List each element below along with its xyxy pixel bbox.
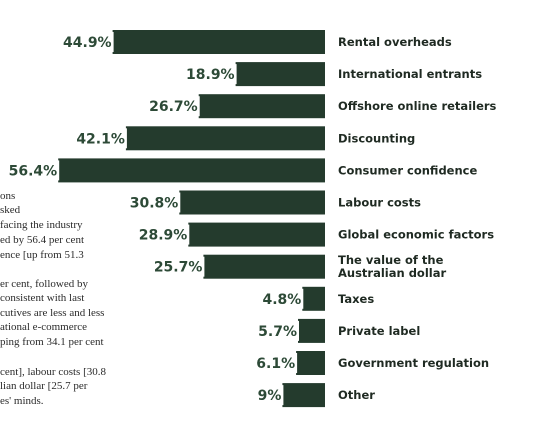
category-label-line: Labour costs: [338, 196, 421, 210]
value-label: 44.9%: [63, 35, 112, 51]
value-label-background: [265, 288, 304, 309]
category-label: Private label: [338, 324, 420, 338]
category-label-line: Private label: [338, 324, 420, 338]
value-label: 26.7%: [149, 99, 198, 115]
category-label-line: Australian dollar: [338, 266, 446, 280]
value-label: 9%: [258, 388, 282, 404]
category-label-line: Taxes: [338, 292, 374, 306]
category-label: Offshore online retailers: [338, 99, 497, 113]
value-label: 30.8%: [130, 196, 179, 212]
category-label: Consumer confidence: [338, 163, 477, 177]
bar: [179, 190, 325, 215]
category-label-line: Other: [338, 388, 375, 402]
category-label: Discounting: [338, 131, 415, 145]
value-label-background: [158, 256, 205, 277]
category-label: Government regulation: [338, 356, 489, 370]
value-label: 42.1%: [76, 131, 125, 147]
value-label: 28.9%: [139, 228, 188, 244]
bar: [282, 383, 325, 408]
article-text-line: sked: [0, 204, 21, 216]
value-label-background: [134, 192, 181, 213]
category-label-line: Offshore online retailers: [338, 99, 497, 113]
article-text-line: lian dollar [25.7 per: [0, 380, 88, 392]
bar: [125, 126, 326, 151]
bar: [235, 62, 325, 87]
category-label: International entrants: [338, 67, 482, 81]
category-label-line: Global economic factors: [338, 228, 494, 242]
article-text-line: ping from 34.1 per cent: [0, 336, 104, 348]
category-label: The value of the Australian dollar: [338, 253, 446, 280]
value-label-background: [80, 128, 127, 149]
value-label-background: [13, 160, 60, 181]
category-label: Labour costs: [338, 196, 421, 210]
article-text-line: consistent with last: [0, 292, 85, 304]
value-label: 4.8%: [262, 292, 301, 308]
value-label: 18.9%: [186, 67, 235, 83]
article-text-line: ons: [0, 190, 16, 202]
value-label-background: [259, 353, 298, 373]
value-label-background: [143, 224, 190, 245]
bar: [112, 30, 325, 54]
value-label: 25.7%: [154, 260, 203, 276]
article-text-line: er cent, followed by: [0, 278, 88, 290]
bar: [198, 94, 325, 119]
value-label-background: [67, 32, 114, 52]
category-label: Global economic factors: [338, 228, 494, 242]
article-text-line: facing the industry: [0, 219, 83, 231]
category-label: Taxes: [338, 292, 374, 306]
category-label-line: Rental overheads: [338, 35, 452, 49]
bar: [298, 318, 325, 343]
bar: [203, 254, 325, 279]
value-label-background: [190, 64, 237, 85]
bar: [302, 286, 325, 311]
value-label: 6.1%: [256, 356, 295, 372]
category-label-line: The value of the: [338, 253, 444, 267]
article-text-line: ational e-commerce: [0, 321, 88, 333]
category-label: Rental overheads: [338, 35, 452, 49]
category-label-line: Discounting: [338, 131, 415, 145]
bar: [58, 158, 325, 183]
article-text-line: cent], labour costs [30.8: [0, 366, 106, 378]
article-text-line: ence [up from 51.3: [0, 249, 84, 261]
value-label: 5.7%: [258, 324, 297, 340]
bar: [296, 351, 325, 375]
category-label-line: International entrants: [338, 67, 482, 81]
article-text-line: ed by 56.4 per cent: [0, 234, 84, 246]
category-label-line: Consumer confidence: [338, 163, 477, 177]
category-label-line: Government regulation: [338, 356, 489, 370]
value-label-background: [263, 385, 284, 406]
article-text-line: cutives are less and less: [0, 307, 105, 319]
category-label: Other: [338, 388, 375, 402]
value-label: 56.4%: [9, 163, 58, 179]
bar: [188, 222, 325, 247]
value-label-background: [261, 320, 299, 341]
article-text-line: es' minds.: [0, 395, 44, 407]
background-article-text: ons sked facing the industry ed by 56.4 per…: [0, 0, 160, 432]
value-label-background: [153, 96, 200, 117]
